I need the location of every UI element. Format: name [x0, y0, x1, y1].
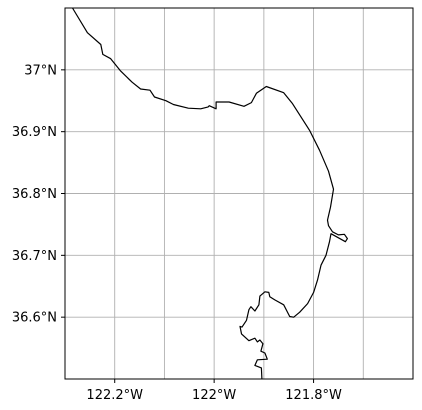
coastline-layer: [71, 7, 348, 380]
gridlines: [65, 8, 413, 379]
x-tick-label: 122°W: [192, 388, 236, 403]
x-tick-label: 122.2°W: [86, 388, 143, 403]
axis-ticks: 122.2°W 122°W 121.8°W 36.6°N 36.7°N 36.8°N 36.…: [12, 63, 342, 403]
y-tick-label: 36.6°N: [12, 311, 57, 326]
y-tick-label: 36.9°N: [12, 125, 57, 140]
y-tick-label: 37°N: [24, 63, 57, 78]
coastline: [71, 7, 348, 380]
y-tick-label: 36.7°N: [12, 249, 57, 264]
y-tick-label: 36.8°N: [12, 187, 57, 202]
x-tick-label: 121.8°W: [285, 388, 342, 403]
